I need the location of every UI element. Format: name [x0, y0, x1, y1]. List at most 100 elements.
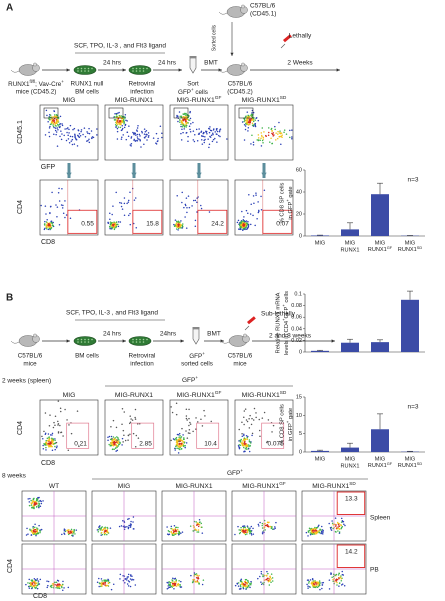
event-dot	[200, 131, 202, 133]
event-dot	[335, 578, 338, 580]
event-dot	[257, 119, 260, 122]
event-dot	[57, 583, 59, 585]
event-dot	[237, 445, 240, 447]
event-dot	[182, 445, 185, 448]
event-dot	[246, 528, 249, 531]
event-dot	[277, 130, 279, 133]
event-dot	[52, 124, 54, 126]
event-dot	[307, 582, 310, 584]
event-dot	[244, 408, 247, 410]
event-dot	[189, 128, 191, 131]
label: CD45.1	[17, 120, 24, 144]
event-dot	[247, 220, 249, 223]
label: Lethally	[289, 33, 312, 40]
event-dot	[86, 131, 88, 133]
event-dot	[184, 124, 186, 126]
event-dot	[127, 214, 130, 217]
event-dot	[26, 527, 28, 530]
event-dot	[270, 573, 273, 575]
event-dot	[181, 128, 183, 130]
event-dot	[50, 226, 53, 229]
event-dot	[61, 133, 63, 135]
event-dot	[130, 520, 132, 523]
event-dot	[254, 125, 257, 128]
event-dot	[314, 526, 316, 529]
y-tick-label: 15	[296, 394, 302, 400]
event-dot	[178, 119, 181, 121]
event-dot	[250, 143, 252, 145]
gate-box	[43, 107, 59, 119]
event-dot	[196, 523, 198, 526]
event-dot	[182, 443, 184, 446]
event-dot	[252, 214, 254, 217]
event-dot	[176, 221, 178, 223]
event-dot	[234, 533, 236, 536]
event-dot	[61, 187, 63, 190]
cell-dot	[139, 341, 141, 343]
label: C57BL/6	[228, 353, 253, 360]
event-dot	[267, 526, 270, 528]
event-dot	[251, 112, 253, 114]
event-dot	[262, 138, 265, 140]
event-dot	[156, 140, 159, 143]
text-part: cells	[194, 89, 208, 96]
event-dot	[185, 124, 188, 127]
event-dot	[246, 122, 248, 125]
label: BM cells	[75, 89, 99, 96]
event-dot	[256, 139, 258, 141]
event-dot	[56, 145, 59, 147]
event-dot	[184, 203, 187, 206]
event-dot	[54, 127, 57, 129]
event-dot	[53, 126, 55, 129]
event-dot	[38, 502, 40, 504]
event-dot	[51, 432, 54, 435]
event-dot	[183, 128, 185, 130]
y-tick-label: 0.08	[291, 303, 302, 309]
event-dot	[30, 534, 33, 536]
event-dot	[340, 575, 342, 577]
mouse-tail	[10, 340, 20, 344]
event-dot	[186, 207, 188, 209]
event-dot	[34, 504, 36, 506]
event-dot	[112, 440, 114, 443]
event-dot	[52, 438, 55, 441]
event-dot	[123, 411, 126, 413]
event-dot	[49, 226, 51, 229]
event-dot	[238, 447, 241, 450]
event-dot	[291, 136, 293, 138]
event-dot	[38, 506, 40, 509]
cell-dot	[91, 338, 93, 341]
cell-dot	[80, 341, 83, 343]
event-dot	[51, 121, 53, 123]
event-dot	[129, 191, 131, 193]
syringe-needle	[244, 325, 250, 331]
event-dot	[64, 128, 66, 130]
event-dot	[240, 528, 243, 531]
event-dot	[28, 504, 31, 507]
event-dot	[55, 131, 58, 133]
event-dot	[248, 528, 251, 530]
event-dot	[133, 199, 136, 201]
event-dot	[57, 424, 59, 426]
event-dot	[271, 132, 273, 135]
label: Retroviral	[129, 81, 156, 88]
event-dot	[201, 143, 204, 145]
event-dot	[64, 216, 66, 219]
event-dot	[29, 581, 32, 584]
event-dot	[200, 204, 202, 207]
event-dot	[32, 527, 34, 529]
event-dot	[120, 138, 123, 140]
event-dot	[173, 584, 176, 586]
bar	[371, 429, 389, 452]
event-dot	[116, 446, 118, 448]
label: MIG-RUNX1GF	[242, 481, 286, 490]
event-dot	[194, 199, 197, 202]
event-dot	[338, 585, 340, 587]
label: CD8	[41, 460, 55, 467]
event-dot	[57, 129, 59, 131]
event-dot	[47, 121, 49, 123]
event-dot	[239, 584, 242, 586]
event-dot	[183, 437, 185, 439]
event-dot	[248, 119, 251, 122]
